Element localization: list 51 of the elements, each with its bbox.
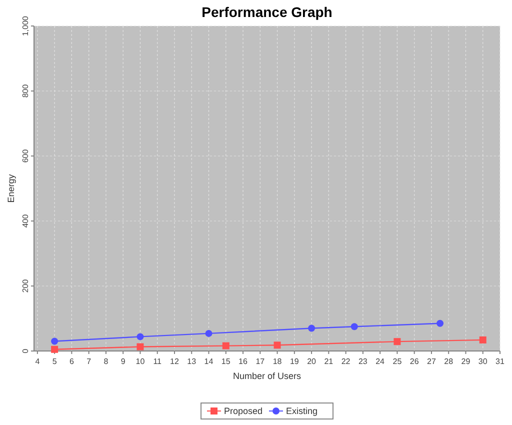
point <box>222 342 230 350</box>
x-tick-label: 11 <box>153 357 162 366</box>
x-tick-label: 30 <box>478 357 488 366</box>
point <box>136 333 144 340</box>
y-tick-label: 1,000 <box>21 15 30 36</box>
y-tick-label: 0 <box>21 348 30 354</box>
x-tick-label: 9 <box>120 357 126 366</box>
x-tick-label: 14 <box>204 357 214 366</box>
x-tick-label: 18 <box>272 357 282 366</box>
point <box>479 336 486 344</box>
point <box>308 324 316 332</box>
x-tick-label: 10 <box>136 357 146 366</box>
x-tick-label: 8 <box>104 357 109 366</box>
point <box>51 338 58 345</box>
x-tick-label: 4 <box>35 357 40 366</box>
x-tick-label: 5 <box>52 357 58 366</box>
point <box>205 330 212 337</box>
x-tick-label: 17 <box>256 357 266 366</box>
x-tick-label: 15 <box>221 357 231 366</box>
y-tick-label: 600 <box>21 148 30 163</box>
x-tick-label: 13 <box>187 357 197 366</box>
x-tick-label: 6 <box>69 357 74 366</box>
x-tick-label: 23 <box>358 357 368 366</box>
x-tick-label: 24 <box>376 357 386 366</box>
x-tick-label: 27 <box>427 357 436 366</box>
chart-title: Performance Graph <box>202 4 332 20</box>
point <box>436 320 444 327</box>
x-tick-label: 28 <box>444 357 454 366</box>
x-tick-label: 31 <box>496 357 505 366</box>
x-tick-label: 25 <box>392 357 402 366</box>
x-tick-label: 29 <box>461 357 471 366</box>
x-tick-label: 22 <box>341 357 351 366</box>
y-axis-title: Energy <box>6 174 16 203</box>
point <box>350 323 358 330</box>
y-tick-label: 800 <box>21 84 30 98</box>
x-tick-label: 20 <box>307 357 317 366</box>
x-tick-label: 7 <box>86 357 92 366</box>
x-axis-title: Number of Users <box>232 371 302 381</box>
x-tick-label: 16 <box>238 357 248 366</box>
y-tick-label: 200 <box>21 278 30 293</box>
point <box>51 346 58 353</box>
point <box>394 338 401 346</box>
legend-label: Existing <box>286 406 318 416</box>
point <box>136 343 144 350</box>
x-tick-label: 21 <box>324 357 334 366</box>
legend-label: Proposed <box>224 406 263 416</box>
y-tick-label: 400 <box>21 214 30 228</box>
point <box>274 342 281 349</box>
x-tick-label: 19 <box>290 357 300 366</box>
x-tick-label: 26 <box>410 357 420 366</box>
x-tick-label: 12 <box>170 357 180 366</box>
